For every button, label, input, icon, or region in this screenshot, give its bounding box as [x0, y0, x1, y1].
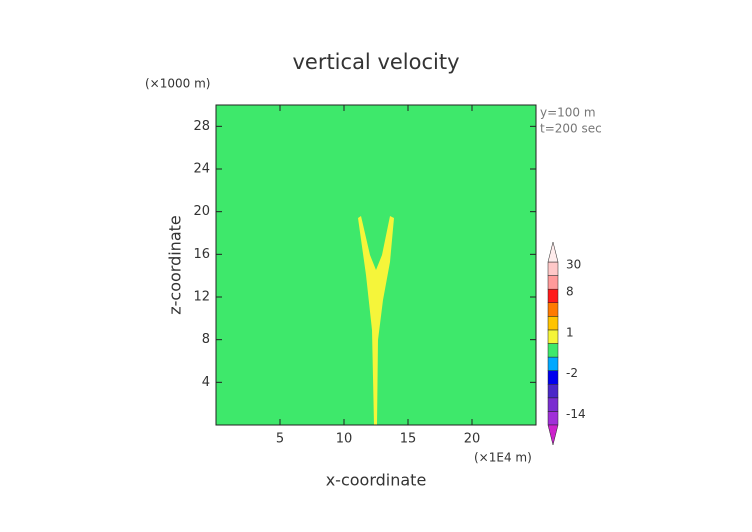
x-unit: (×1E4 m)	[474, 451, 532, 465]
colorbar-over	[547, 241, 559, 263]
colorbar-segment	[547, 329, 559, 344]
annotation: t=200 sec	[540, 122, 602, 136]
colorbar-segment	[547, 397, 559, 412]
annotation: y=100 m	[540, 106, 596, 120]
colorbar-segment	[547, 343, 559, 358]
y-unit: (×1000 m)	[145, 77, 210, 91]
y-tick-label: 4	[202, 375, 210, 390]
x-axis-label: x-coordinate	[326, 471, 427, 490]
y-axis-label: z-coordinate	[166, 215, 185, 315]
x-tick-label: 5	[276, 432, 284, 447]
y-tick-label: 8	[202, 332, 210, 347]
plot-frame	[215, 104, 537, 426]
y-tick-label: 28	[193, 119, 210, 134]
x-tick-label: 20	[464, 432, 481, 447]
colorbar-segment	[547, 370, 559, 385]
colorbar-segment	[547, 356, 559, 371]
x-tick-label: 15	[400, 432, 417, 447]
colorbar-segment	[547, 275, 559, 290]
y-tick-label: 16	[193, 247, 210, 262]
colorbar-under	[547, 424, 559, 446]
colorbar-segment	[547, 261, 559, 276]
colorbar-segment	[547, 411, 559, 426]
y-tick-label: 12	[193, 290, 210, 305]
colorbar-tick-label: -14	[566, 407, 586, 421]
colorbar-segment	[547, 302, 559, 317]
y-tick-label: 20	[193, 204, 210, 219]
colorbar-segment	[547, 384, 559, 399]
colorbar-segment	[547, 288, 559, 303]
colorbar-tick-label: -2	[566, 366, 578, 380]
chart-title: vertical velocity	[292, 50, 459, 74]
x-tick-label: 10	[336, 432, 353, 447]
colorbar-tick-label: 30	[566, 258, 581, 272]
colorbar-segment	[547, 316, 559, 331]
y-tick-label: 24	[193, 162, 210, 177]
colorbar-tick-label: 1	[566, 325, 574, 339]
contour-region	[358, 216, 394, 425]
colorbar-tick-label: 8	[566, 285, 574, 299]
